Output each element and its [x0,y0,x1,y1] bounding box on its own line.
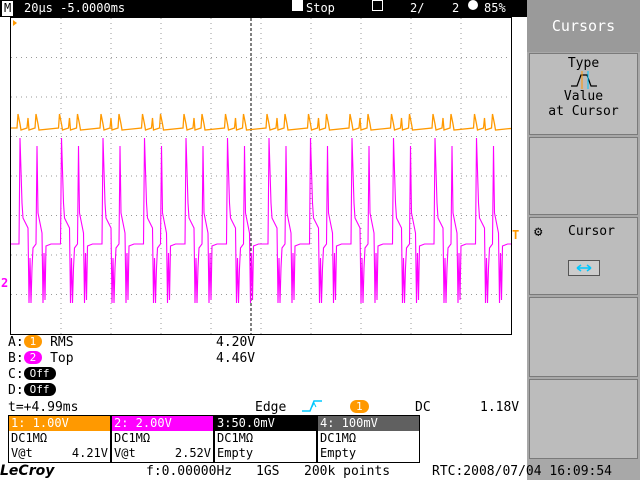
trigger-level: 1.18V [480,400,520,415]
channel-4-reading-label: Empty [320,446,357,460]
trigger-coupling: DC [415,400,431,415]
frequency-readout: f:0.00000Hz [146,464,233,479]
channel-2-box[interactable]: 2: 2.00V DC1MΩ V@t 2.52V [111,415,214,463]
ch2-waveform [11,137,511,304]
rtc-clock: RTC:2008/07/04 16:09:54 [432,464,613,479]
cursor-time: t=+4.99ms [8,400,79,415]
waveform-display[interactable] [10,17,512,335]
battery-level: 85% [484,1,506,15]
softkey-menu: Cursors Type Value at Cursor ⚙ Cursor [527,0,640,480]
type-label: Type [567,56,600,71]
run-state: Stop [306,1,335,15]
channel-1-reading-value: 4.21V [71,446,108,460]
meas-name: RMS [50,335,74,350]
cursor-button[interactable]: ⚙ Cursor [529,217,638,295]
meas-slot: C: [8,367,24,382]
channel-3-coupling: DC1MΩ [217,431,254,445]
ch1-waveform [11,113,511,131]
page-total: 2 [452,1,460,15]
trigger-position-marker [13,20,17,26]
channel-3-reading-label: Empty [217,446,254,460]
measurement-c: C: Off [8,367,56,383]
mode-indicator: M [2,1,14,16]
channel-2-reading-value: 2.52V [174,446,211,460]
measurement-b: B: 2 Top [8,351,74,367]
meas-channel-badge: 2 [23,351,43,364]
channel-2-coupling: DC1MΩ [114,431,151,445]
measurement-d: D: Off [8,383,56,399]
empty-softkey-2[interactable] [529,137,638,215]
graticule-grid [11,18,511,334]
type-button[interactable]: Type Value at Cursor [529,53,638,135]
meas-channel-badge: 1 [23,335,43,348]
menu-title: Cursors [527,0,640,52]
type-value-line1: Value [563,89,604,104]
channel-2-header: 2: 2.00V [112,416,213,431]
ch2-ground-marker: 2 [1,276,9,290]
meas-slot: D: [8,383,24,398]
channel-1-box[interactable]: 1: 1.00V DC1MΩ V@t 4.21V [8,415,111,463]
cursor-move-icon [568,260,600,276]
measurement-a: A: 1 RMS [8,335,74,351]
type-value-line2: at Cursor [548,104,619,119]
measurement-a-value: 4.20V [216,335,256,350]
meas-name: Top [50,351,74,366]
bottom-status-bar: LeCroy f:0.00000Hz 1GS 200k points RTC:2… [0,463,612,480]
channel-1-header: 1: 1.00V [9,416,110,431]
channel-2-reading-label: V@t [114,446,136,460]
top-status-bar: M 20µs -5.0000ms Stop 2/ 2 85% [0,0,527,17]
rising-edge-icon [300,399,324,417]
page-current: 2/ [410,1,425,15]
measurement-b-value: 4.46V [216,351,256,366]
empty-softkey-4[interactable] [529,297,638,377]
channel-1-coupling: DC1MΩ [11,431,48,445]
record-points: 200k points [304,464,391,479]
channel-4-header: 4: 100mV [318,416,419,431]
cursor-label: Cursor [568,224,615,239]
channel-3-header: 3:50.0mV [215,416,316,431]
channel-3-box[interactable]: 3:50.0mV DC1MΩ Empty [214,415,317,463]
meas-off-badge: Off [23,383,56,396]
sample-rate: 1GS [256,464,280,479]
trigger-type: Edge [255,400,287,415]
channel-4-coupling: DC1MΩ [320,431,357,445]
channel-1-reading-label: V@t [11,446,33,460]
trigger-level-marker: T [512,228,520,242]
meas-slot: A: [8,335,24,350]
meas-off-badge: Off [23,367,56,380]
adjust-knob-icon: ⚙ [534,224,543,240]
brand-logo: LeCroy [0,463,55,479]
trigger-source-badge: 1 [350,400,369,413]
empty-softkey-5[interactable] [529,379,638,459]
channel-4-box[interactable]: 4: 100mV DC1MΩ Empty [317,415,420,463]
cursor-type-icon [530,71,637,89]
timebase-readout: 20µs -5.0000ms [24,1,126,15]
meas-slot: B: [8,351,24,366]
